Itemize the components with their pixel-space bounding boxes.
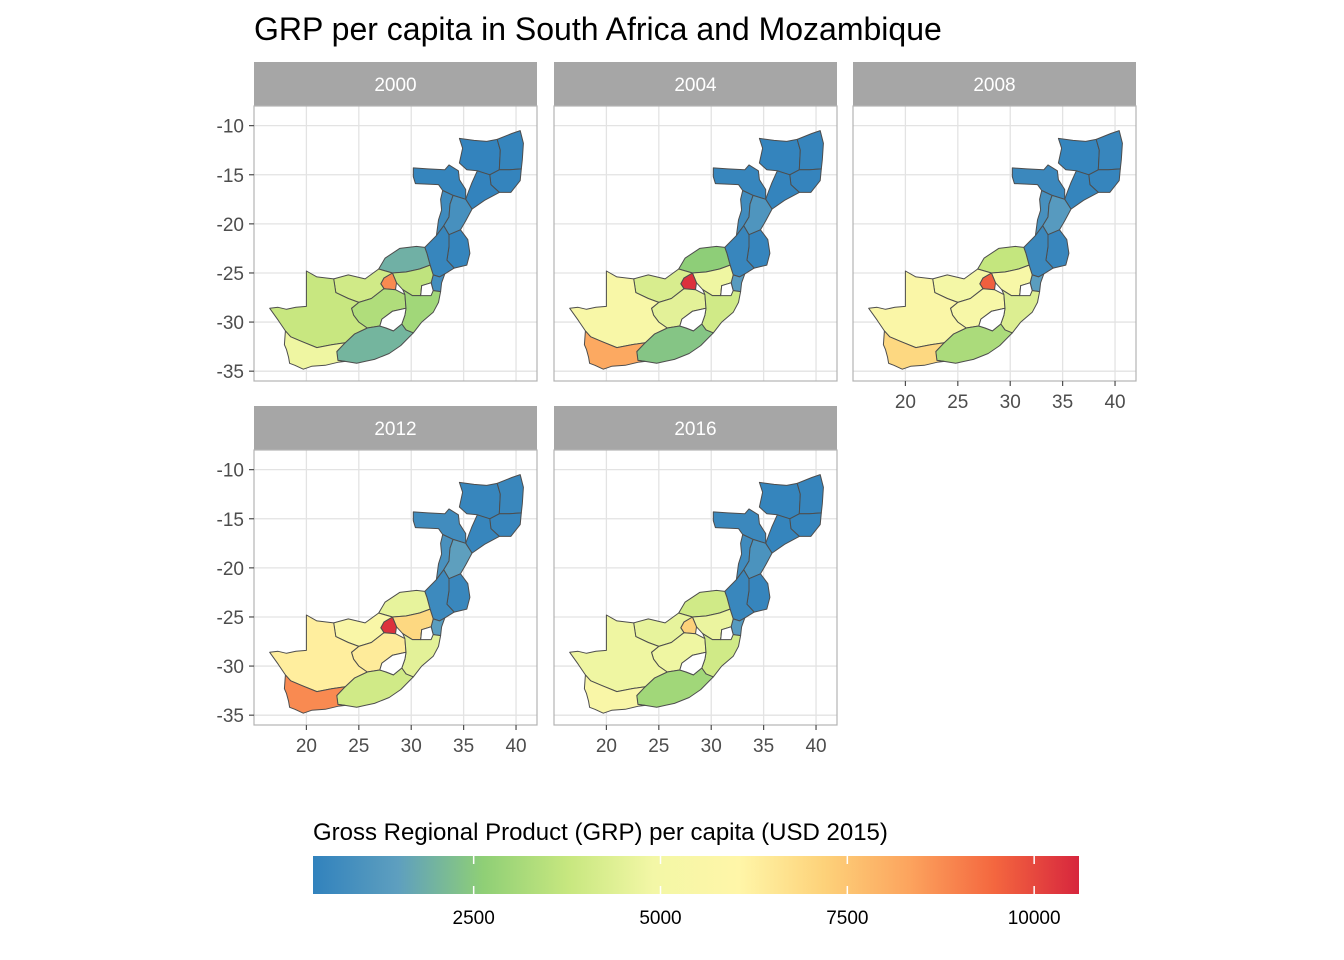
region-tete xyxy=(412,164,467,200)
facet-strip-label: 2000 xyxy=(374,75,416,96)
region-western-cape xyxy=(882,330,945,370)
x-tick-label: 40 xyxy=(1104,392,1125,413)
x-tick-label: 40 xyxy=(505,736,526,757)
region-western-cape xyxy=(583,330,646,370)
y-tick-label: -30 xyxy=(217,313,244,334)
legend: Gross Regional Product (GRP) per capita … xyxy=(313,819,1079,929)
panel-border xyxy=(553,105,838,382)
panel-border xyxy=(553,449,838,726)
region-cabo-delgado xyxy=(796,474,824,515)
region-niassa xyxy=(458,481,501,520)
region-lesotho xyxy=(379,651,407,676)
facet-panel: 2000 -10 -15 -20 -25 -30 -35 xyxy=(217,62,538,383)
region-niassa xyxy=(1057,137,1100,176)
region-layer xyxy=(569,474,824,714)
facet-strip-label: 2016 xyxy=(674,419,716,440)
region-cabo-delgado xyxy=(796,130,824,171)
region-layer xyxy=(868,130,1123,370)
region-eswatini xyxy=(720,626,734,641)
region-niassa xyxy=(758,481,801,520)
y-tick-label: -15 xyxy=(217,166,244,187)
facet-strip xyxy=(853,62,1136,106)
facet-strip xyxy=(554,62,837,106)
legend-title: Gross Regional Product (GRP) per capita … xyxy=(313,819,888,846)
region-eswatini xyxy=(420,282,434,297)
region-niassa xyxy=(458,137,501,176)
x-tick-label: 35 xyxy=(1052,392,1073,413)
region-inhambane xyxy=(746,573,771,613)
facet-strip xyxy=(254,62,537,106)
region-western-cape xyxy=(283,674,346,714)
legend-tick-label: 7500 xyxy=(826,908,868,929)
facet-strip xyxy=(554,406,837,450)
region-layer xyxy=(269,130,524,370)
facet-panels: 2000 -10 -15 -20 -25 -30 -35 2004 2008 20 25 30 35 40… xyxy=(217,62,1137,757)
legend-colorbar xyxy=(313,856,1079,894)
region-lesotho xyxy=(379,307,407,332)
region-lesotho xyxy=(679,651,707,676)
region-cabo-delgado xyxy=(496,130,524,171)
x-tick-label: 30 xyxy=(401,736,422,757)
region-inhambane xyxy=(1045,229,1070,269)
region-tete xyxy=(712,508,767,544)
x-tick-label: 35 xyxy=(753,736,774,757)
region-inhambane xyxy=(446,573,471,613)
x-tick-label: 20 xyxy=(296,736,317,757)
y-tick-label: -15 xyxy=(217,510,244,531)
region-tete xyxy=(712,164,767,200)
facet-strip-label: 2008 xyxy=(973,75,1015,96)
region-western-cape xyxy=(583,674,646,714)
region-lesotho xyxy=(679,307,707,332)
y-tick-label: -25 xyxy=(217,608,244,629)
facet-panel: 2012 -10 -15 -20 -25 -30 -35 20 25 30 35 40 xyxy=(217,406,538,757)
region-inhambane xyxy=(746,229,771,269)
chart-title: GRP per capita in South Africa and Mozam… xyxy=(254,11,942,47)
y-tick-label: -30 xyxy=(217,657,244,678)
y-tick-label: -20 xyxy=(217,215,244,236)
facet-panel: 2016 20 25 30 35 40 xyxy=(553,406,838,757)
legend-tick-label: 2500 xyxy=(453,908,495,929)
y-tick-label: -10 xyxy=(217,117,244,138)
facet-strip xyxy=(254,406,537,450)
facet-strip-label: 2012 xyxy=(374,419,416,440)
region-eswatini xyxy=(420,626,434,641)
region-eswatini xyxy=(1019,282,1033,297)
x-tick-label: 20 xyxy=(895,392,916,413)
x-tick-label: 30 xyxy=(701,736,722,757)
x-tick-label: 25 xyxy=(947,392,968,413)
facet-panel: 2008 20 25 30 35 40 xyxy=(852,62,1137,413)
region-tete xyxy=(1011,164,1066,200)
facet-strip-label: 2004 xyxy=(674,75,717,96)
x-tick-label: 25 xyxy=(348,736,369,757)
panel-border xyxy=(253,105,538,382)
region-lesotho xyxy=(978,307,1006,332)
y-tick-label: -20 xyxy=(217,559,244,580)
legend-tick-label: 5000 xyxy=(639,908,681,929)
region-niassa xyxy=(758,137,801,176)
x-tick-label: 35 xyxy=(453,736,474,757)
region-tete xyxy=(412,508,467,544)
region-cabo-delgado xyxy=(496,474,524,515)
x-tick-label: 30 xyxy=(1000,392,1021,413)
region-eswatini xyxy=(720,282,734,297)
x-tick-label: 20 xyxy=(596,736,617,757)
y-tick-label: -25 xyxy=(217,264,244,285)
facet-panel: 2004 xyxy=(553,62,838,382)
y-tick-label: -35 xyxy=(217,362,244,383)
panel-border xyxy=(253,449,538,726)
region-layer xyxy=(569,130,824,370)
x-tick-label: 40 xyxy=(805,736,826,757)
panel-border xyxy=(852,105,1137,382)
region-western-cape xyxy=(283,330,346,370)
region-inhambane xyxy=(446,229,471,269)
y-tick-label: -10 xyxy=(217,461,244,482)
y-tick-label: -35 xyxy=(217,706,244,727)
region-cabo-delgado xyxy=(1095,130,1123,171)
region-layer xyxy=(269,474,524,714)
x-tick-label: 25 xyxy=(648,736,669,757)
legend-tick-label: 10000 xyxy=(1008,908,1061,929)
